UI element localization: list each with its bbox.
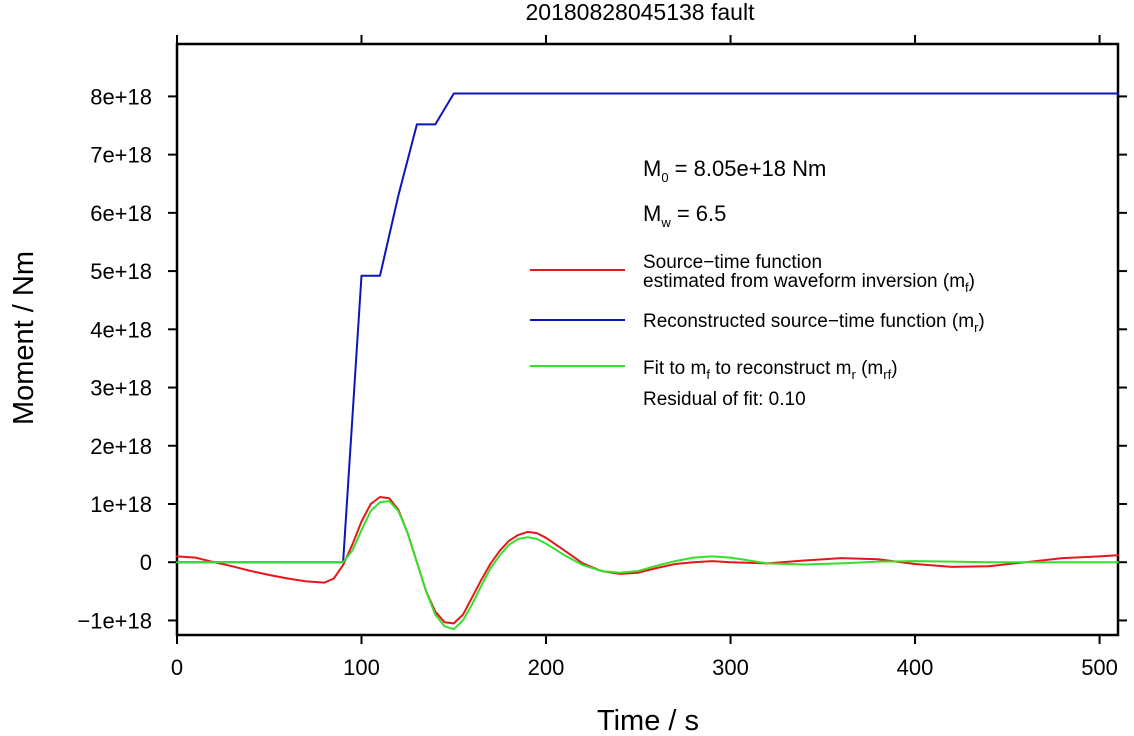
m0-annotation: M0 = 8.05e+18 Nm xyxy=(643,156,826,185)
x-axis-title: Time / s xyxy=(597,705,699,736)
y-axis-title: Moment / Nm xyxy=(8,251,40,425)
legend-label-mrf: Fit to mf to reconstruct mr (mrf) xyxy=(643,358,898,382)
y-tick-label: 3e+18 xyxy=(90,376,152,401)
x-tick-label: 300 xyxy=(712,655,749,680)
x-tick-label: 400 xyxy=(897,655,934,680)
y-tick-label: 7e+18 xyxy=(90,143,152,168)
legend-label-mf-line1: Source−time function xyxy=(643,252,822,273)
x-tick-label: 100 xyxy=(343,655,380,680)
mw-annotation: Mw = 6.5 xyxy=(643,201,726,230)
y-tick-label: −1e+18 xyxy=(77,608,152,633)
y-tick-label: 4e+18 xyxy=(90,317,152,342)
series-line-mr xyxy=(176,92,1119,564)
y-tick-label: 0 xyxy=(140,550,152,575)
plot-frame xyxy=(175,42,1120,637)
chart-title: 20180828045138 fault xyxy=(526,0,756,25)
x-tick-label: 200 xyxy=(528,655,565,680)
x-axis-ticks: 0 100 200 300 400 500 xyxy=(171,35,1118,680)
y-tick-label: 8e+18 xyxy=(90,84,152,109)
y-tick-label: 2e+18 xyxy=(90,434,152,459)
x-tick-label: 0 xyxy=(171,655,183,680)
series-line-mrf xyxy=(176,500,1119,631)
y-tick-label: 6e+18 xyxy=(90,201,152,226)
y-tick-label: 5e+18 xyxy=(90,259,152,284)
legend-label-mf-line2: estimated from waveform inversion (mf) xyxy=(643,271,975,295)
series-line-mf xyxy=(176,496,1119,625)
legend-label-mr: Reconstructed source−time function (mr) xyxy=(643,311,985,335)
y-axis-ticks: −1e+18 0 1e+18 2e+18 3e+18 4e+18 5e+18 6e+18 7e+… xyxy=(77,84,1127,633)
x-tick-label: 500 xyxy=(1081,655,1118,680)
y-tick-label: 1e+18 xyxy=(90,492,152,517)
legend: Source−time function estimated from wave… xyxy=(530,252,985,410)
series-layer xyxy=(176,92,1119,631)
residual-annotation: Residual of fit: 0.10 xyxy=(643,389,806,410)
